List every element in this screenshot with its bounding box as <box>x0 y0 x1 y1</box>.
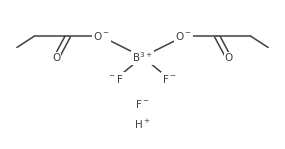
Text: O: O <box>52 53 60 63</box>
Text: $^-$F: $^-$F <box>107 73 124 85</box>
Text: O$^-$: O$^-$ <box>175 31 192 42</box>
Text: H$^+$: H$^+$ <box>134 118 151 132</box>
Text: O: O <box>225 53 233 63</box>
Text: B$^{3+}$: B$^{3+}$ <box>132 50 153 64</box>
Text: F$^-$: F$^-$ <box>162 73 177 85</box>
Text: O$^-$: O$^-$ <box>93 31 110 42</box>
Text: F$^-$: F$^-$ <box>135 98 150 110</box>
